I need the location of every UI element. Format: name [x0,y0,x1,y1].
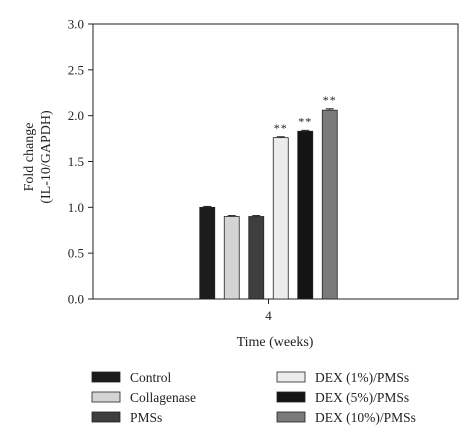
legend-label: Control [130,370,172,385]
bar [248,216,265,300]
significance-label: ** [274,121,288,135]
y-tick-label: 3.0 [68,17,84,32]
legend-label: PMSs [130,410,162,425]
y-tick-label: 0.0 [68,292,84,307]
legend-label: DEX (1%)/PMSs [315,370,409,385]
x-axis-title: Time (weeks) [237,335,314,350]
y-tick-label: 1.5 [68,154,84,169]
legend-label: Collagenase [130,390,196,405]
x-axis: 4 [265,299,272,323]
y-axis-title-line-2: (IL-10/GAPDH) [39,110,54,204]
y-tick-label: 2.5 [68,62,84,77]
significance-label: ** [298,114,312,128]
significance-label: ** [323,93,337,107]
legend-swatch [276,371,306,383]
legend-swatch [91,411,121,423]
bars: ** ** ** [199,93,338,300]
bar [199,206,216,300]
bar [272,137,289,300]
bar [297,130,314,300]
legend-swatch [91,371,121,383]
legend: Control Collagenase PMSs DEX (1%)/PMSs DEX (… [91,370,416,425]
x-tick-label: 4 [265,308,272,323]
legend-label: DEX (5%)/PMSs [315,390,409,405]
legend-swatch [276,411,306,423]
y-axis-title-line-1: Fold change [22,123,37,192]
y-axis-title: Fold change (IL-10/GAPDH) [22,110,54,204]
bar [321,109,338,300]
y-axis: 0.0 0.5 1.0 1.5 2.0 2.5 3.0 [68,17,93,307]
legend-label: DEX (10%)/PMSs [315,410,416,425]
legend-swatch [276,391,306,403]
legend-swatch [91,391,121,403]
bar [223,216,240,300]
y-tick-label: 2.0 [68,108,84,123]
y-tick-label: 0.5 [68,246,84,261]
y-tick-label: 1.0 [68,200,84,215]
